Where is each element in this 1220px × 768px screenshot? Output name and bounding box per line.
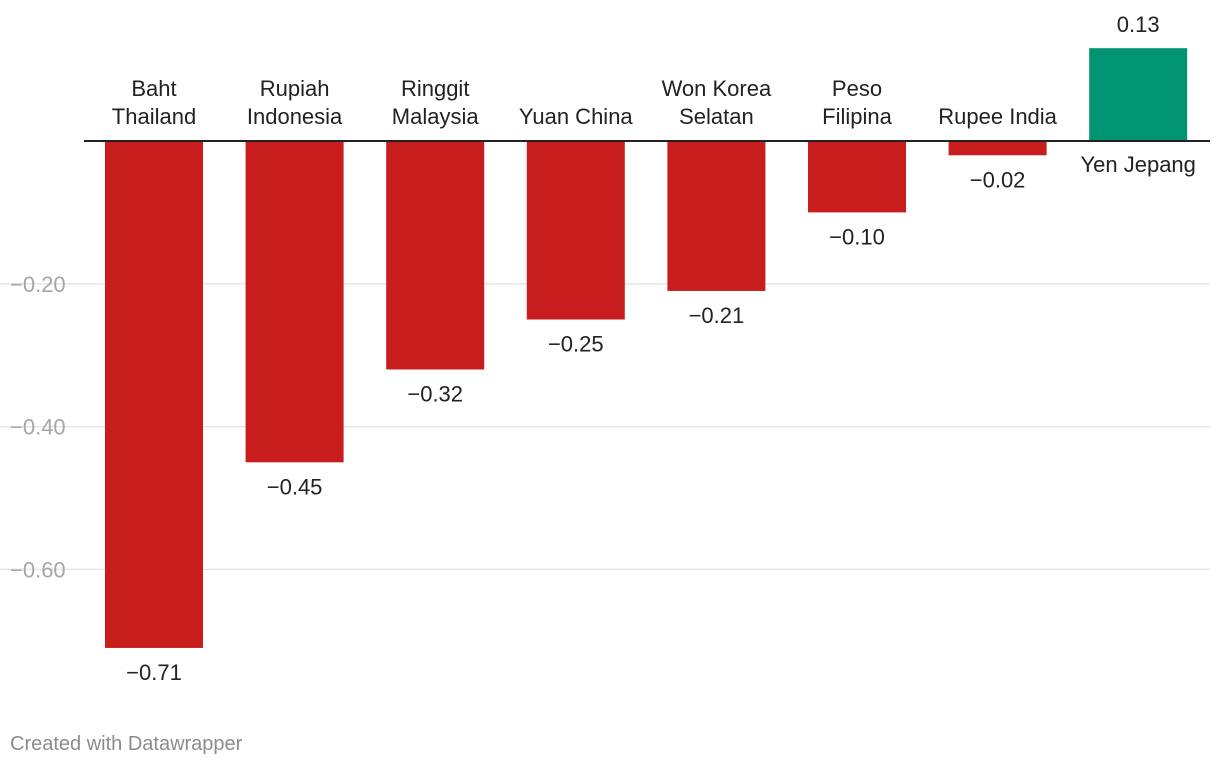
data-label: 0.13 — [1117, 12, 1160, 37]
category-label: Yuan China — [519, 104, 634, 129]
category-label: Filipina — [822, 104, 892, 129]
data-label: −0.21 — [689, 303, 745, 328]
bar — [105, 141, 203, 648]
data-label: −0.71 — [126, 660, 182, 685]
data-label: −0.45 — [267, 474, 323, 499]
bar — [386, 141, 485, 370]
bar-chart: −0.20 −0.40 −0.60 −0.71 Baht Thailand −0.45 Rup… — [0, 12, 1210, 685]
y-tick-label: −0.40 — [10, 415, 66, 440]
category-label: Won Korea — [662, 76, 772, 101]
bar — [808, 141, 906, 213]
y-tick-label: −0.20 — [10, 272, 66, 297]
category-label: Yen Jepang — [1080, 152, 1195, 177]
category-label: Peso — [832, 76, 882, 101]
category-label: Baht — [131, 76, 176, 101]
category-label: Selatan — [679, 104, 754, 129]
category-label: Rupee India — [938, 104, 1057, 129]
data-label: −0.25 — [548, 332, 604, 357]
bar — [948, 141, 1047, 156]
data-label: −0.02 — [970, 167, 1026, 192]
bar — [667, 141, 766, 291]
data-label: −0.10 — [829, 224, 885, 249]
bar — [526, 141, 625, 320]
category-label: Rupiah — [260, 76, 330, 101]
category-label: Thailand — [112, 104, 196, 129]
category-label: Malaysia — [392, 104, 480, 129]
category-label: Ringgit — [401, 76, 469, 101]
y-tick-label: −0.60 — [10, 557, 66, 582]
credit-footer: Created with Datawrapper — [10, 733, 243, 755]
bar — [245, 141, 344, 463]
category-label: Indonesia — [247, 104, 343, 129]
bar — [1089, 48, 1188, 141]
data-label: −0.32 — [407, 381, 463, 406]
